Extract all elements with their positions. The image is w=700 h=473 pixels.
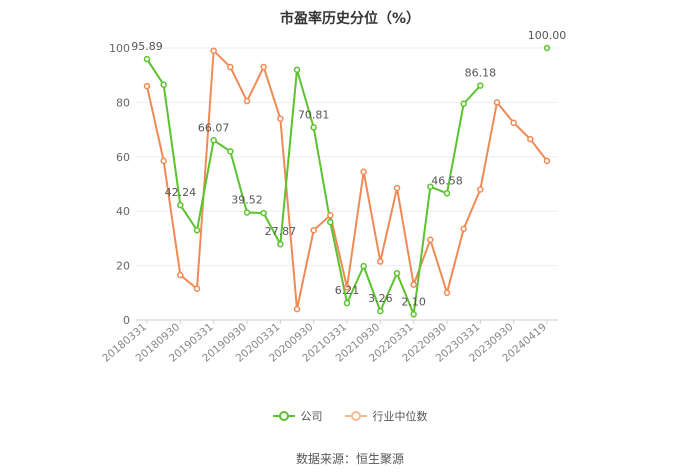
point-industry-median (143, 82, 151, 90)
point-industry-median (210, 47, 217, 54)
point-company (443, 190, 451, 197)
point-company (377, 307, 384, 315)
point-industry-median (393, 184, 401, 192)
data-source: 数据来源：恒生聚源 (295, 452, 404, 466)
point-company (227, 148, 234, 155)
point-industry-median (193, 285, 201, 292)
point-industry-median (443, 289, 451, 297)
grid-lines (136, 47, 558, 321)
point-industry-median (527, 135, 534, 143)
data-label: 86.18 (465, 67, 497, 80)
point-company (477, 82, 484, 89)
point-company (293, 66, 301, 74)
chart-title: 市盈率历史分位（%） (279, 11, 421, 27)
point-industry-median (343, 284, 351, 291)
point-industry-median (260, 63, 267, 71)
legend-label-industry-median: 行业中位数 (372, 410, 428, 423)
series-lines (147, 48, 547, 314)
legend: 公司 行业中位数 (0, 408, 700, 424)
y-tick-label: 80 (116, 96, 130, 109)
point-company (360, 262, 367, 270)
point-industry-median (310, 226, 317, 234)
point-industry-median (293, 305, 301, 313)
data-label: 66.07 (198, 121, 230, 134)
data-label: 3.26 (368, 292, 393, 305)
point-industry-median (377, 258, 384, 265)
data-label: 27.87 (265, 225, 297, 238)
x-axis: 2018033120180930201903312019093020200331… (100, 320, 549, 365)
y-tick-label: 20 (116, 260, 130, 273)
point-industry-median (360, 168, 367, 176)
point-company (143, 55, 151, 63)
point-company (393, 269, 401, 277)
point-industry-median (177, 271, 184, 279)
data-labels: 95.89 42.24 66.07 39.52 27.87 70.81 6.21 3.26 2.… (131, 29, 566, 308)
point-company (543, 44, 551, 52)
data-label: 2.10 (401, 295, 426, 308)
point-company (210, 137, 217, 144)
legend-item-industry-median[interactable]: 行业中位数 (344, 408, 428, 424)
data-label: 100.00 (528, 29, 567, 42)
point-industry-median (427, 236, 434, 244)
point-company (193, 226, 201, 234)
data-label: 42.24 (165, 186, 197, 199)
point-industry-median (460, 225, 467, 233)
point-industry-median (327, 212, 334, 219)
point-company (327, 218, 334, 226)
point-industry-median (543, 157, 551, 165)
data-label: 39.52 (231, 194, 263, 207)
legend-swatch-industry-median (344, 411, 367, 421)
point-company (177, 201, 184, 209)
point-industry-median (510, 119, 517, 127)
point-industry-median (477, 186, 484, 193)
point-industry-median (243, 97, 251, 105)
point-industry-median (493, 99, 501, 106)
y-tick-label: 40 (116, 205, 130, 218)
data-label: 6.21 (335, 284, 360, 297)
data-label: 95.89 (131, 40, 163, 53)
point-company (410, 311, 417, 318)
point-company (427, 183, 434, 190)
y-tick-label: 60 (116, 151, 130, 164)
y-tick-label: 0 (123, 314, 130, 327)
y-axis-ticks: 0 20 40 60 80 100 (109, 42, 130, 327)
legend-item-company[interactable]: 公司 (272, 408, 323, 424)
point-company (260, 209, 267, 217)
y-tick-label: 100 (109, 42, 130, 55)
legend-swatch-company (272, 411, 295, 421)
point-industry-median (277, 115, 284, 122)
point-industry-median (160, 157, 167, 165)
point-company (160, 81, 167, 88)
point-company (243, 209, 251, 216)
data-label: 70.81 (298, 108, 330, 121)
data-label: 46.58 (431, 174, 463, 187)
series-line-company (147, 48, 547, 314)
point-company (343, 299, 351, 307)
series-points (143, 44, 551, 318)
point-company (277, 240, 284, 248)
point-industry-median (410, 281, 417, 288)
point-industry-median (227, 63, 234, 71)
point-company (460, 100, 467, 108)
legend-label-company: 公司 (300, 410, 323, 423)
point-company (310, 124, 317, 131)
